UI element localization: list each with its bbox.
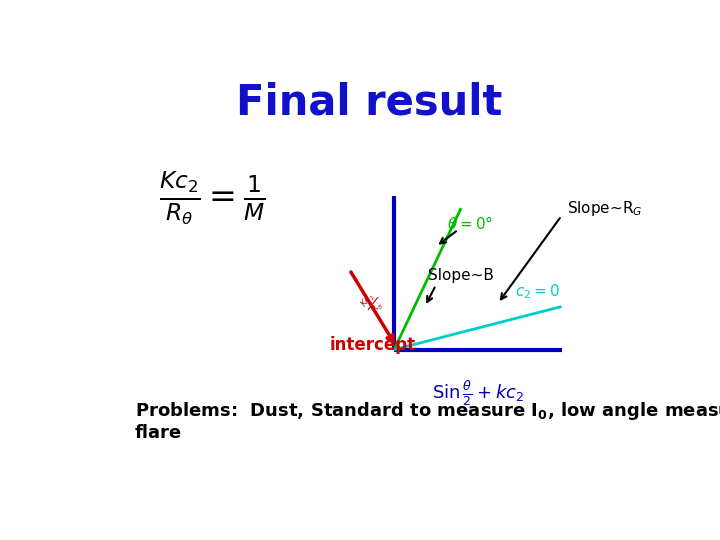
- Text: Slope~R$_G$: Slope~R$_G$: [567, 199, 643, 218]
- Text: $\frac{Kc_2}{R_\theta}$: $\frac{Kc_2}{R_\theta}$: [358, 289, 388, 318]
- Text: intercept: intercept: [330, 336, 416, 354]
- Text: $\frac{Kc_2}{R_\theta} = \frac{1}{M}$: $\frac{Kc_2}{R_\theta} = \frac{1}{M}$: [160, 169, 266, 227]
- Text: $\theta = 0°$: $\theta = 0°$: [447, 215, 493, 232]
- Text: Slope~B: Slope~B: [428, 268, 493, 284]
- Text: Final result: Final result: [236, 82, 502, 124]
- Text: $c_2 = 0$: $c_2 = 0$: [515, 282, 559, 301]
- Text: $\mathrm{Sin}\,\frac{\theta}{2} + kc_2$: $\mathrm{Sin}\,\frac{\theta}{2} + kc_2$: [432, 379, 524, 408]
- Text: Problems:  Dust, Standard to measure $\mathbf{I_0}$, low angle measurement
flare: Problems: Dust, Standard to measure $\ma…: [135, 400, 720, 442]
